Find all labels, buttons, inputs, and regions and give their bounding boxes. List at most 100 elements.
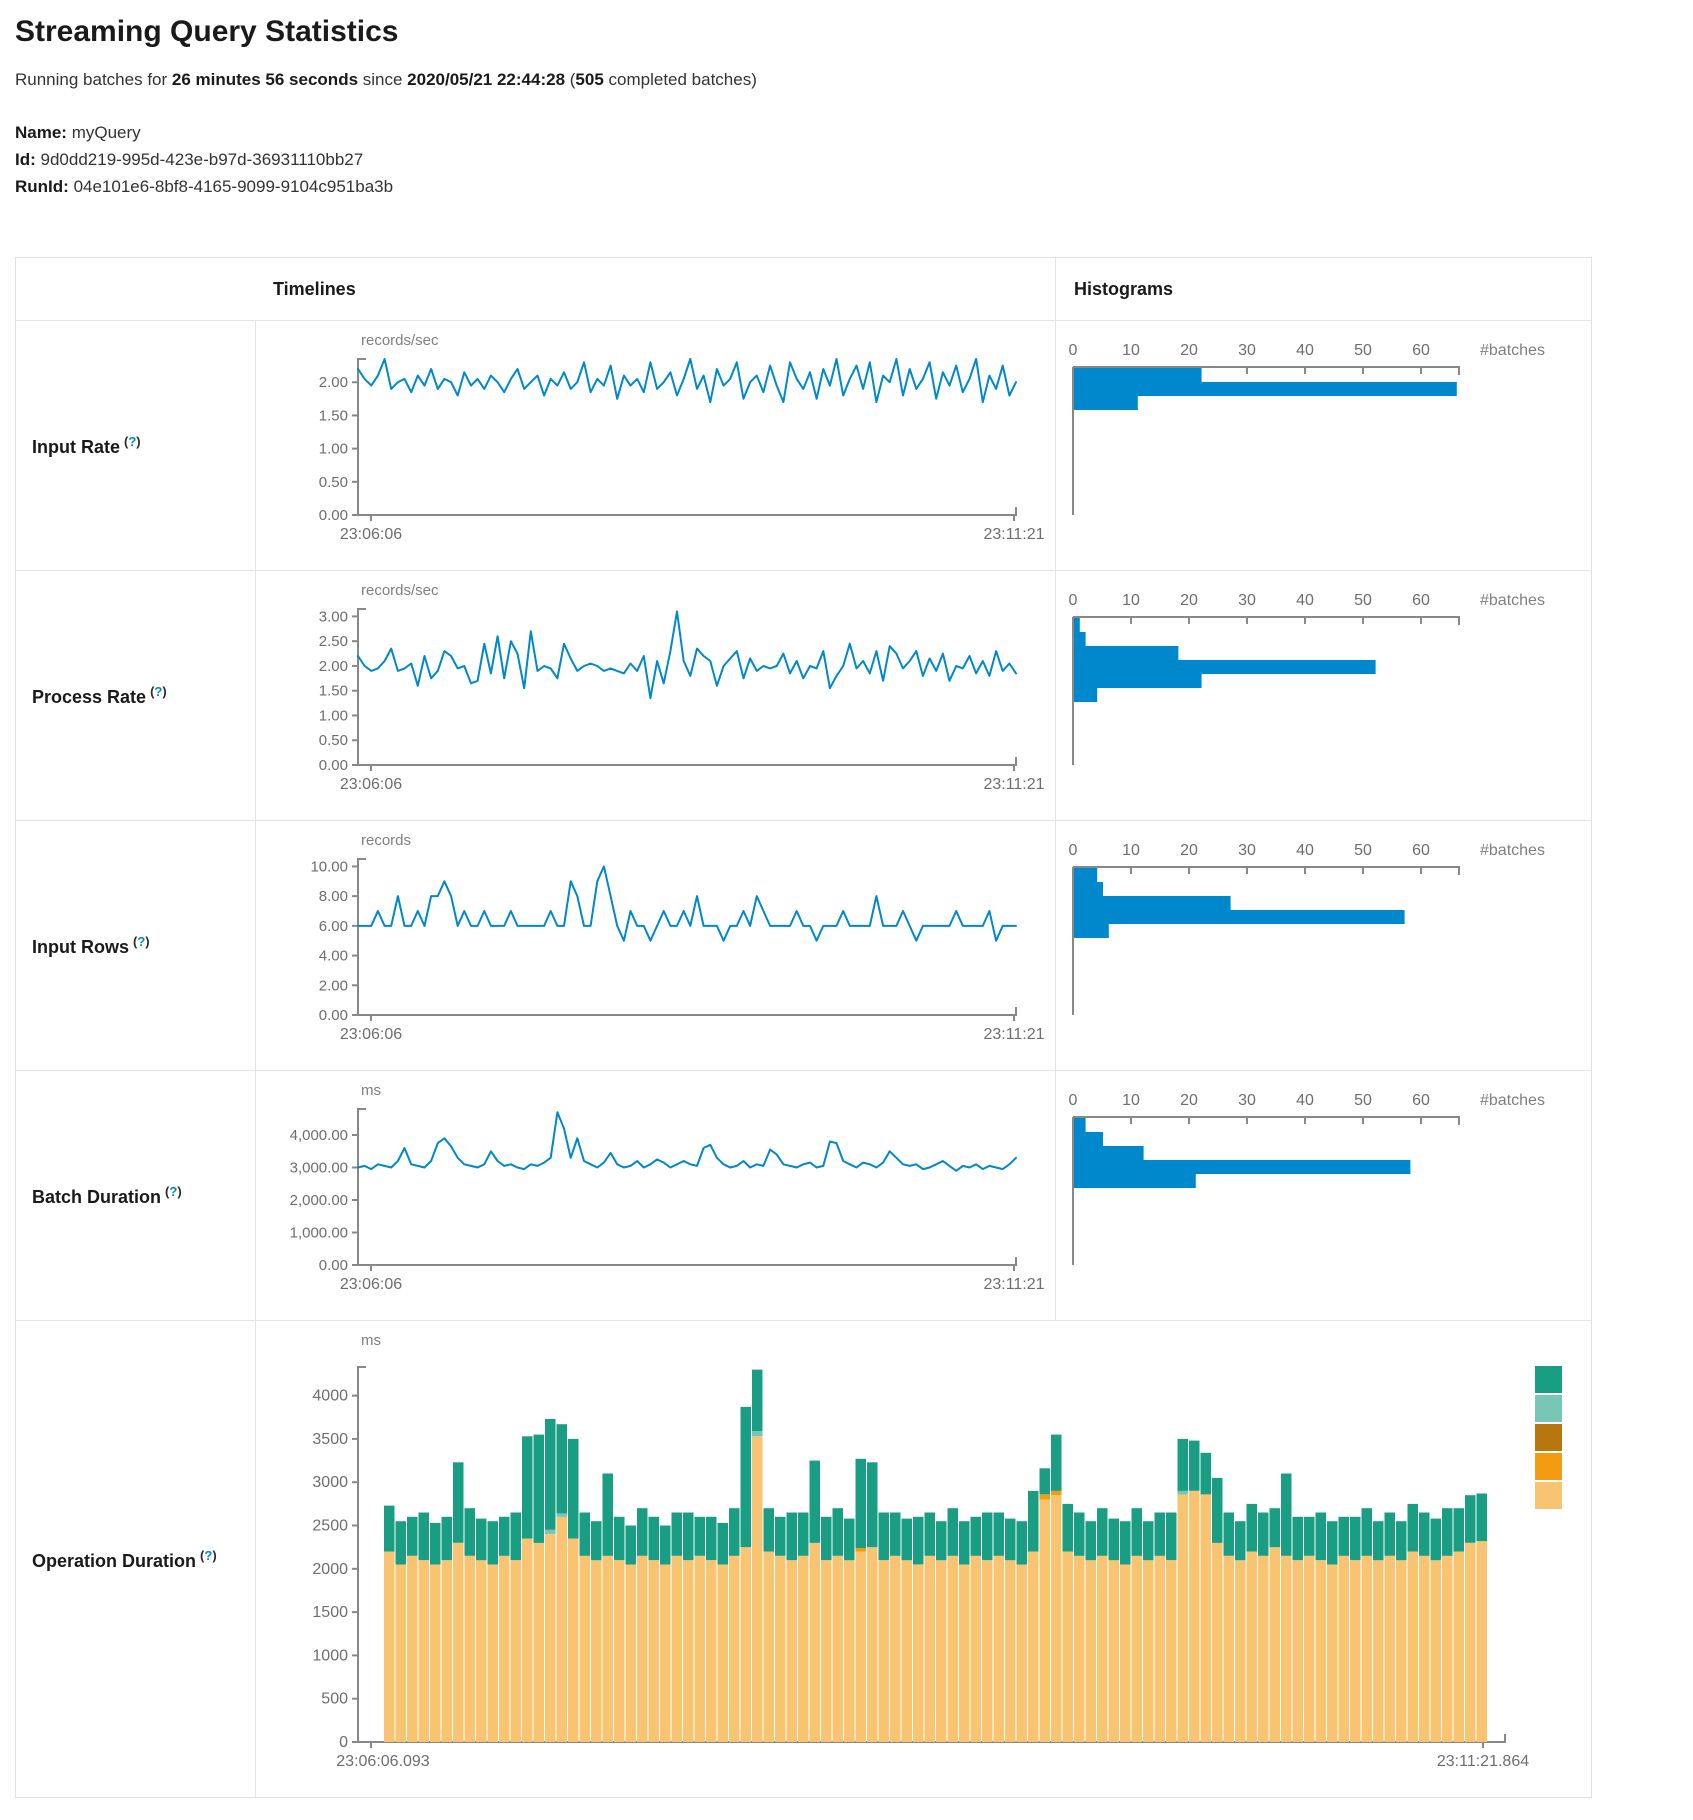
operation-duration-label-cell: Operation Duration (?) <box>16 1320 256 1798</box>
query-name-label: Name: <box>15 123 67 142</box>
svg-text:2.00: 2.00 <box>319 977 348 994</box>
row-label: Operation Duration (?) <box>32 1548 217 1572</box>
svg-text:20: 20 <box>1180 342 1198 359</box>
svg-text:6.00: 6.00 <box>319 918 348 935</box>
input-rate-label: Input Rate <box>32 437 120 457</box>
svg-text:20: 20 <box>1180 1092 1198 1109</box>
svg-text:0: 0 <box>1069 342 1078 359</box>
help-paren-open: ( <box>200 1547 205 1563</box>
svg-text:4000: 4000 <box>312 1388 348 1405</box>
running-batches-summary: Running batches for 26 minutes 56 second… <box>15 70 1693 89</box>
svg-text:23:11:21: 23:11:21 <box>983 1026 1044 1043</box>
svg-text:2,000.00: 2,000.00 <box>290 1192 348 1209</box>
help-paren-close: ) <box>177 1184 182 1199</box>
operation-duration-chart-cell: ms 4000 3500 3000 2500 2000 1500 1000 500 0 23:06:… <box>256 1320 1591 1798</box>
batch-duration-label: Batch Duration <box>32 1187 162 1207</box>
svg-text:1.00: 1.00 <box>319 707 348 724</box>
svg-text:23:06:06.093: 23:06:06.093 <box>336 1753 430 1770</box>
table-row: Input Rate (?) records/sec 2.00 1.50 1.00 0.5… <box>16 320 1591 571</box>
svg-text:50: 50 <box>1354 342 1372 359</box>
query-id-line: Id: 9d0dd219-995d-423e-b97d-36931110bb27 <box>15 146 1693 173</box>
svg-text:0.00: 0.00 <box>319 757 348 774</box>
input-rows-histogram-cell: 0 10 20 30 40 50 60 #batches <box>1055 820 1591 1071</box>
statistics-table: Timelines Histograms Input Rate (?) recor… <box>15 257 1592 1798</box>
query-id-label: Id: <box>15 150 36 169</box>
table-header-row: Timelines Histograms <box>16 258 1591 320</box>
help-paren-close: ) <box>136 434 141 449</box>
timelines-column-header: Timelines <box>273 278 356 299</box>
svg-text:#batches: #batches <box>1480 592 1545 609</box>
svg-text:3.00: 3.00 <box>319 608 348 625</box>
input-rate-label-cell: Input Rate (?) <box>16 320 256 571</box>
svg-text:50: 50 <box>1354 1092 1372 1109</box>
query-meta: Name: myQuery Id: 9d0dd219-995d-423e-b97… <box>15 119 1693 200</box>
svg-text:40: 40 <box>1296 342 1314 359</box>
running-duration: 26 minutes 56 seconds <box>171 70 359 89</box>
start-timestamp: 2020/05/21 22:44:28 <box>407 70 566 89</box>
input-rows-label: Input Rows <box>32 937 129 957</box>
input-rows-label-cell: Input Rows (?) <box>16 820 256 1071</box>
svg-text:1.50: 1.50 <box>319 407 348 424</box>
svg-text:1,000.00: 1,000.00 <box>290 1225 348 1242</box>
process-rate-help-tooltip[interactable]: (?) <box>150 684 167 699</box>
help-paren-open: ( <box>133 934 138 949</box>
input-rate-histogram-chart: 0 10 20 30 40 50 60 #batches <box>1069 342 1545 515</box>
svg-text:60: 60 <box>1412 1092 1430 1109</box>
row-label: Input Rate (?) <box>32 434 141 458</box>
svg-text:2500: 2500 <box>312 1518 348 1535</box>
input-rows-timeline-chart: records 10.00 8.00 6.00 4.00 2.00 0.00 23:06:06… <box>310 832 1044 1043</box>
summary-suffix: completed batches) <box>603 70 757 89</box>
svg-text:23:06:06: 23:06:06 <box>340 526 402 543</box>
help-paren-close: ) <box>212 1547 217 1563</box>
legend-swatch-tan <box>1535 1482 1562 1509</box>
legend-swatch-teal <box>1535 1366 1562 1393</box>
svg-text:30: 30 <box>1238 592 1256 609</box>
process-rate-label-cell: Process Rate (?) <box>16 570 256 821</box>
svg-text:0.00: 0.00 <box>319 1007 348 1024</box>
svg-text:1.50: 1.50 <box>319 683 348 700</box>
process-rate-timeline-chart: records/sec 3.00 2.50 2.00 1.50 1.00 0.50 0.00 2… <box>319 582 1045 793</box>
svg-text:23:06:06: 23:06:06 <box>340 1026 402 1043</box>
question-mark-icon: ? <box>137 934 146 949</box>
input-rate-help-tooltip[interactable]: (?) <box>124 434 141 449</box>
svg-text:records/sec: records/sec <box>361 332 439 349</box>
svg-text:#batches: #batches <box>1480 342 1545 359</box>
input-rows-timeline-cell: records 10.00 8.00 6.00 4.00 2.00 0.00 23:06:06… <box>256 820 1055 1071</box>
query-runid-label: RunId: <box>15 177 69 196</box>
svg-text:500: 500 <box>321 1691 348 1708</box>
row-label: Input Rows (?) <box>32 934 150 958</box>
svg-text:1.00: 1.00 <box>319 441 348 458</box>
batch-duration-help-tooltip[interactable]: (?) <box>165 1184 182 1199</box>
svg-text:30: 30 <box>1238 1092 1256 1109</box>
input-rate-timeline-chart: records/sec 2.00 1.50 1.00 0.50 0.00 23:06:06 2… <box>319 332 1045 543</box>
process-rate-histogram-cell: 0 10 20 30 40 50 60 #batches <box>1055 570 1591 821</box>
svg-text:20: 20 <box>1180 592 1198 609</box>
input-rows-help-tooltip[interactable]: (?) <box>133 934 150 949</box>
operation-duration-help-tooltip[interactable]: (?) <box>200 1548 217 1563</box>
row-label: Batch Duration (?) <box>32 1184 182 1208</box>
svg-text:2.50: 2.50 <box>319 633 348 650</box>
help-paren-open: ( <box>165 1184 170 1199</box>
svg-text:50: 50 <box>1354 842 1372 859</box>
svg-text:3,000.00: 3,000.00 <box>290 1160 348 1177</box>
svg-text:0: 0 <box>1069 842 1078 859</box>
svg-text:2.00: 2.00 <box>319 374 348 391</box>
svg-text:10: 10 <box>1122 842 1140 859</box>
help-paren-close: ) <box>145 934 150 949</box>
svg-text:20: 20 <box>1180 842 1198 859</box>
batch-duration-timeline-chart: ms 4,000.00 3,000.00 2,000.00 1,000.00 0.00 23… <box>290 1082 1045 1293</box>
svg-text:0.00: 0.00 <box>319 1257 348 1274</box>
page-title: Streaming Query Statistics <box>15 15 399 48</box>
process-rate-label: Process Rate <box>32 687 147 707</box>
legend-swatch-dark_gold <box>1535 1424 1562 1451</box>
input-rows-histogram-chart: 0 10 20 30 40 50 60 #batches <box>1069 842 1545 1015</box>
svg-text:#batches: #batches <box>1480 1092 1545 1109</box>
svg-text:2.00: 2.00 <box>319 658 348 675</box>
svg-text:0.00: 0.00 <box>319 507 348 524</box>
batch-duration-timeline-cell: ms 4,000.00 3,000.00 2,000.00 1,000.00 0.00 23… <box>256 1070 1055 1321</box>
legend-swatch-orange <box>1535 1453 1562 1480</box>
svg-text:10: 10 <box>1122 342 1140 359</box>
table-row: Batch Duration (?) ms 4,000.00 3,000.00 2,00… <box>16 1070 1591 1321</box>
help-paren-open: ( <box>150 684 155 699</box>
